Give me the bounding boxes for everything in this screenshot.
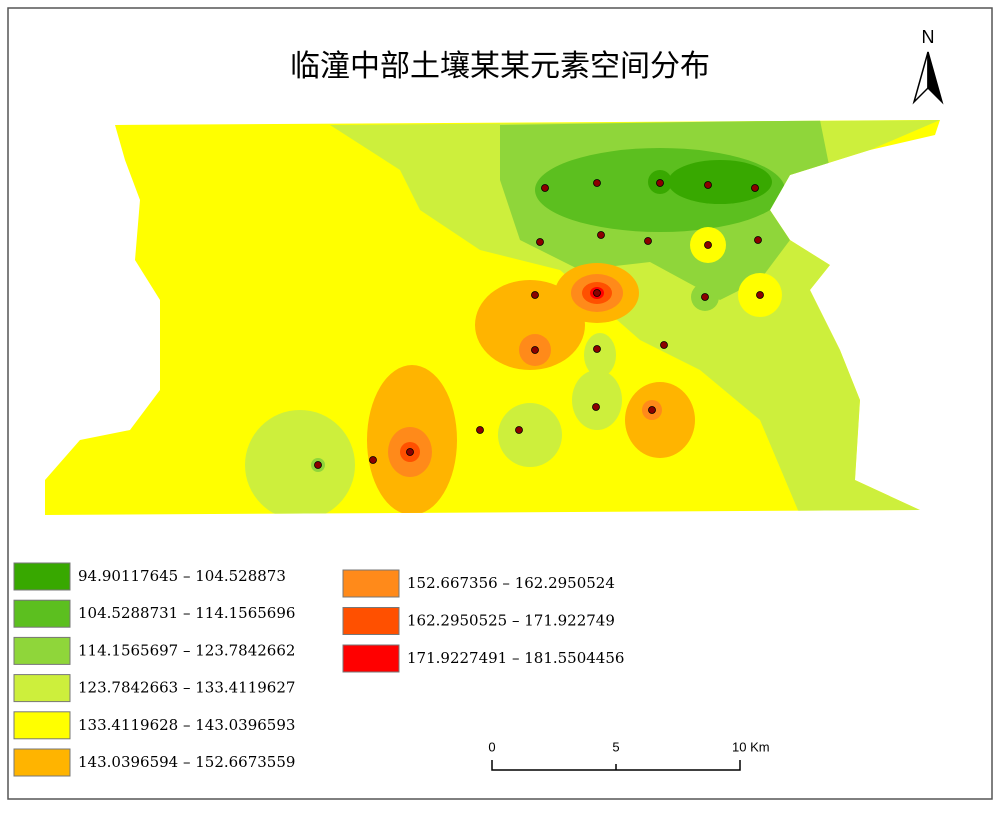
sample-point bbox=[515, 426, 523, 434]
map-title: 临潼中部土壤某某元素空间分布 bbox=[290, 49, 710, 84]
zone bbox=[668, 160, 772, 204]
sample-point bbox=[644, 237, 652, 245]
legend-label: 114.1565697 – 123.7842662 bbox=[78, 641, 295, 659]
legend-label: 133.4119628 – 143.0396593 bbox=[78, 716, 295, 734]
legend-swatch bbox=[13, 562, 71, 591]
legend-label: 143.0396594 – 152.6673559 bbox=[78, 753, 295, 771]
zone bbox=[330, 120, 940, 515]
sample-point bbox=[701, 293, 709, 301]
sample-point bbox=[704, 181, 712, 189]
sample-point bbox=[531, 291, 539, 299]
sample-point bbox=[648, 406, 656, 414]
sample-point bbox=[592, 403, 600, 411]
sample-point bbox=[660, 341, 668, 349]
legend-swatch bbox=[13, 748, 71, 777]
zone bbox=[572, 370, 622, 430]
scale-label: 0 bbox=[488, 739, 495, 754]
north-arrow: N bbox=[912, 27, 944, 105]
sample-point bbox=[593, 179, 601, 187]
legend-label: 104.5288731 – 114.1565696 bbox=[78, 604, 295, 622]
legend-label: 123.7842663 – 133.4119627 bbox=[78, 679, 295, 697]
sample-point bbox=[597, 231, 605, 239]
legend-label: 171.9227491 – 181.5504456 bbox=[407, 649, 624, 667]
sample-point bbox=[593, 345, 601, 353]
legend-label: 162.2950525 – 171.922749 bbox=[407, 612, 615, 630]
zone bbox=[625, 382, 695, 458]
scale-labels: 0 5 10 Km bbox=[488, 739, 769, 754]
sample-point bbox=[756, 291, 764, 299]
zone bbox=[584, 333, 616, 377]
arrow-right bbox=[927, 51, 944, 105]
legend-swatch bbox=[342, 569, 400, 598]
sample-points bbox=[314, 179, 764, 469]
sample-point bbox=[476, 426, 484, 434]
legend-swatch bbox=[13, 599, 71, 628]
sample-point bbox=[314, 461, 322, 469]
sample-point bbox=[656, 179, 664, 187]
legend-swatch bbox=[13, 711, 71, 740]
sample-point bbox=[541, 184, 549, 192]
legend-swatch bbox=[13, 674, 71, 703]
sample-point bbox=[751, 184, 759, 192]
zone bbox=[498, 403, 562, 467]
north-label: N bbox=[922, 27, 935, 47]
sample-point bbox=[369, 456, 377, 464]
legend: 94.90117645 – 104.528873 104.5288731 – 11… bbox=[13, 562, 624, 777]
sample-point bbox=[536, 238, 544, 246]
scale-label: 10 Km bbox=[732, 739, 770, 754]
scale-bar bbox=[491, 760, 741, 771]
sample-point bbox=[704, 241, 712, 249]
sample-point bbox=[406, 448, 414, 456]
legend-swatch bbox=[13, 636, 71, 665]
legend-swatch bbox=[342, 607, 400, 635]
zone bbox=[245, 410, 355, 515]
legend-label: 152.667356 – 162.2950524 bbox=[407, 574, 615, 592]
legend-label: 94.90117645 – 104.528873 bbox=[78, 567, 286, 585]
legend-swatch bbox=[342, 644, 400, 673]
sample-point bbox=[531, 346, 539, 354]
sample-point bbox=[593, 289, 601, 297]
scale-label: 5 bbox=[612, 739, 619, 754]
sample-point bbox=[754, 236, 762, 244]
